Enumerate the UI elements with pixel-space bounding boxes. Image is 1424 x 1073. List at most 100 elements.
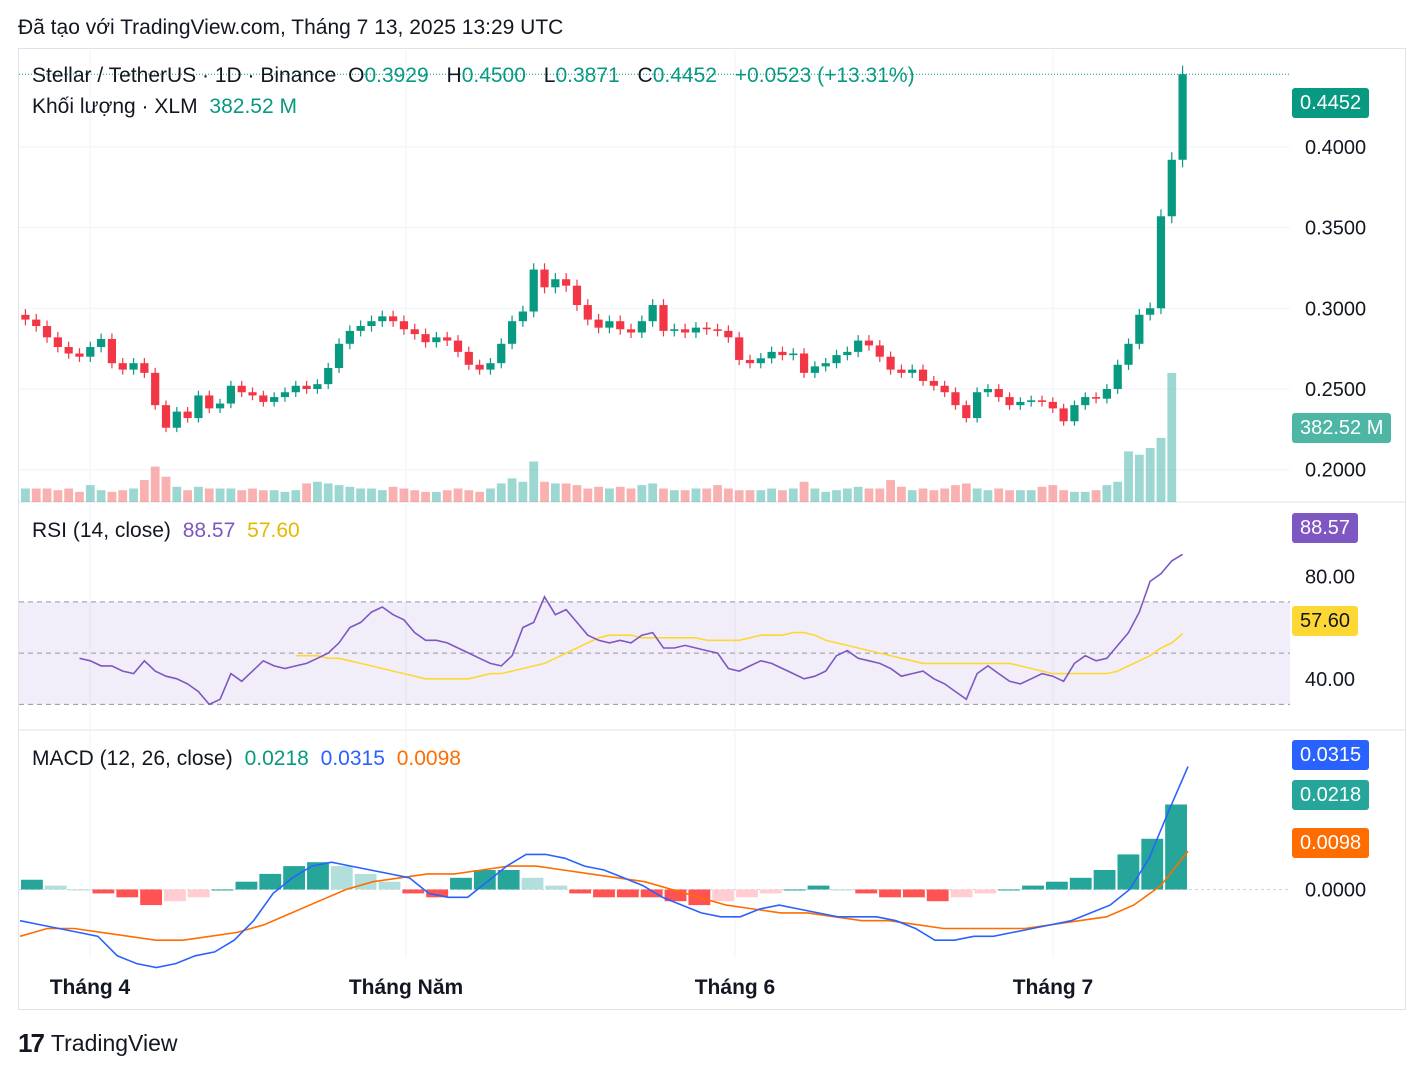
close-value: 0.4452 bbox=[652, 64, 717, 87]
low-label: L bbox=[543, 64, 556, 87]
price-axis-label: 0.3000 bbox=[1305, 298, 1366, 320]
candle-body bbox=[681, 329, 690, 333]
volume-bar bbox=[1113, 481, 1123, 502]
footer-brand[interactable]: 17 TradingView bbox=[18, 1028, 178, 1059]
candle-body bbox=[129, 363, 138, 370]
volume-bar bbox=[1048, 485, 1058, 502]
candle-body bbox=[745, 359, 755, 364]
macd-hist-bar bbox=[640, 889, 663, 898]
candle-body bbox=[1167, 159, 1176, 217]
volume-bar bbox=[129, 488, 138, 502]
candle-body bbox=[637, 321, 646, 333]
volume-bar bbox=[961, 483, 971, 502]
candle-body bbox=[908, 369, 917, 373]
macd-hist-bar bbox=[330, 866, 353, 890]
volume-bar bbox=[929, 490, 939, 502]
volume-bar bbox=[940, 488, 950, 502]
volume-bar bbox=[280, 491, 290, 502]
volume-bar bbox=[1015, 490, 1025, 502]
candle-body bbox=[702, 327, 711, 330]
candle-body bbox=[713, 329, 722, 331]
volume-bar bbox=[832, 490, 841, 502]
macd-hist-bar bbox=[140, 889, 163, 906]
macd-hist-bar bbox=[974, 889, 997, 894]
price-axis-label: 0.3500 bbox=[1305, 218, 1366, 240]
volume-bar bbox=[594, 486, 603, 502]
volume-bar bbox=[572, 485, 582, 502]
candle-body bbox=[810, 366, 819, 373]
volume-bar bbox=[302, 483, 311, 502]
candle-body bbox=[313, 384, 322, 389]
volume-bar bbox=[972, 488, 982, 502]
volume-bar bbox=[605, 488, 614, 502]
x-axis-label: Tháng 7 bbox=[1013, 976, 1094, 999]
candle-body bbox=[497, 343, 506, 364]
candle-body bbox=[64, 347, 73, 354]
volume-bar bbox=[313, 481, 322, 502]
macd-signal-line bbox=[19, 850, 1189, 941]
candle-body bbox=[291, 385, 300, 393]
candle-body bbox=[832, 355, 841, 364]
volume-bar bbox=[475, 491, 485, 502]
chart-frame[interactable] bbox=[18, 48, 1406, 1010]
candle-body bbox=[551, 279, 560, 288]
volume-bar bbox=[842, 488, 852, 502]
volume-bar bbox=[496, 483, 506, 502]
macd-hist-bar bbox=[783, 889, 806, 891]
volume-bar bbox=[410, 490, 420, 502]
macd-hist-bar bbox=[950, 889, 973, 898]
macd-hist-bar bbox=[473, 870, 496, 890]
tradingview-logo-icon: 17 bbox=[18, 1028, 45, 1058]
candle-body bbox=[248, 392, 257, 396]
candle-body bbox=[1156, 216, 1166, 309]
rsi-ma-badge: 57.60 bbox=[1292, 606, 1359, 636]
candle-body bbox=[486, 363, 495, 370]
candle-body bbox=[616, 321, 625, 330]
volume-bar bbox=[994, 488, 1004, 502]
volume-bar bbox=[918, 488, 928, 502]
volume-bar bbox=[248, 488, 257, 502]
macd-hist-bar bbox=[450, 877, 472, 890]
volume-bar bbox=[464, 490, 474, 502]
macd-hist-bar bbox=[616, 889, 639, 898]
volume-bar bbox=[799, 481, 809, 502]
candle-body bbox=[1178, 74, 1187, 160]
candle-body bbox=[1091, 397, 1101, 399]
candle-body bbox=[389, 316, 398, 322]
macd-hist-bar bbox=[712, 889, 735, 902]
candle-body bbox=[594, 319, 603, 328]
symbol-label[interactable]: Stellar / TetherUS · 1D · Binance bbox=[32, 64, 337, 87]
macd-hist-bar bbox=[378, 881, 401, 890]
rsi-label[interactable]: RSI (14, close) bbox=[32, 519, 171, 542]
macd-hist-bar bbox=[1022, 885, 1044, 890]
volume-bar bbox=[42, 488, 52, 502]
volume-bar bbox=[1145, 448, 1155, 502]
volume-bar bbox=[983, 490, 993, 502]
volume-label[interactable]: Khối lượng · XLM bbox=[32, 95, 198, 118]
macd-hist-bar bbox=[759, 889, 782, 894]
volume-bar bbox=[96, 490, 106, 502]
candle-body bbox=[443, 337, 452, 341]
macd-hist-bar bbox=[283, 866, 306, 890]
volume-bar bbox=[323, 483, 333, 502]
candle-body bbox=[345, 330, 354, 344]
volume-bar bbox=[540, 481, 549, 502]
price-axis-label: 0.4000 bbox=[1305, 137, 1366, 159]
volume-bar bbox=[659, 488, 668, 502]
candle-body bbox=[21, 314, 30, 320]
volume-bar bbox=[561, 483, 571, 502]
volume-bar bbox=[291, 490, 301, 502]
candle-body bbox=[1124, 343, 1133, 365]
candle-body bbox=[324, 368, 333, 385]
candle-body bbox=[583, 305, 592, 320]
macd-hist-bar bbox=[259, 873, 282, 890]
candle-body bbox=[1102, 389, 1111, 399]
volume-bar bbox=[377, 490, 387, 502]
volume-bar bbox=[669, 490, 679, 502]
candle-body bbox=[42, 326, 52, 338]
macd-hist-value: 0.0218 bbox=[244, 747, 309, 770]
macd-label[interactable]: MACD (12, 26, close) bbox=[32, 747, 233, 770]
macd-hist-bar bbox=[44, 885, 67, 890]
volume-bar bbox=[1070, 491, 1079, 502]
